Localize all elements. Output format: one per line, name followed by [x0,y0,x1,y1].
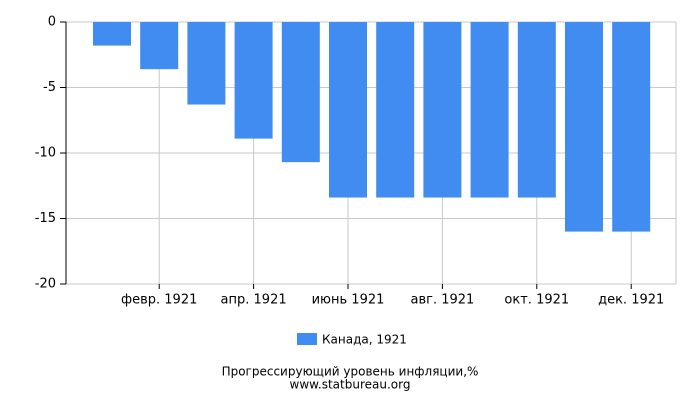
bar [187,22,226,105]
y-tick-label: -10 [35,146,56,161]
bar [517,22,556,198]
x-tick-label: апр. 1921 [221,293,287,308]
bar [470,22,509,198]
bar [281,22,320,163]
x-tick-label: февр. 1921 [121,293,197,308]
chart-title: Прогрессирующий уровень инфляции,% [222,365,479,379]
x-tick-label: авг. 1921 [410,293,474,308]
bar [565,22,603,232]
legend-swatch [297,333,317,345]
source: www.statbureau.org [290,378,411,392]
bar [612,22,651,232]
bar [93,22,131,46]
x-tick-label: июнь 1921 [312,293,385,308]
x-tick-label: дек. 1921 [598,293,664,308]
bar [234,22,273,139]
bar [329,22,367,198]
x-tick-label: окт. 1921 [504,293,569,308]
bar [140,22,179,70]
y-tick-label: -15 [35,211,56,226]
bar [423,22,462,198]
y-tick-label: -5 [43,80,56,95]
legend-label: Канада, 1921 [322,333,407,347]
bar [376,22,415,198]
y-tick-label: 0 [48,15,56,30]
y-tick-label: -20 [35,277,56,292]
